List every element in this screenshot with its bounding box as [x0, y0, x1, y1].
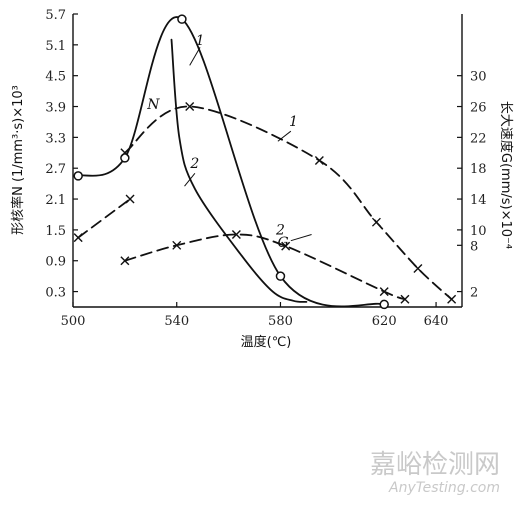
y-left-tick-label: 2.1 — [45, 193, 66, 208]
y-right-tick-label: 2 — [470, 286, 478, 301]
watermark-line2: AnyTesting.com — [388, 480, 500, 496]
series-2-point — [447, 294, 457, 304]
series-4-point — [281, 241, 291, 251]
y-right-tick-label: 30 — [470, 70, 487, 85]
y-right-tick-label: 22 — [470, 131, 487, 146]
curve-label: 1 — [196, 33, 205, 49]
y-left-tick-label: 4.5 — [45, 70, 66, 85]
markers — [73, 14, 457, 310]
series-0-point — [120, 153, 130, 163]
y-right-tick-label: 18 — [470, 162, 487, 177]
series-3-point — [125, 194, 135, 204]
series-4-point — [231, 230, 241, 240]
y-right-tick-label: 8 — [470, 239, 478, 254]
y-left-tick-label: 0.9 — [45, 255, 66, 270]
x-tick-label: 640 — [424, 314, 449, 329]
series-4-point — [120, 256, 130, 266]
y-left-tick-label: 5.7 — [45, 8, 66, 23]
x-tick-label: 580 — [268, 314, 293, 329]
y-right-tick-label: 14 — [470, 193, 487, 208]
x-tick-label: 540 — [164, 314, 189, 329]
series-0-point — [379, 299, 389, 310]
curve-label: 1 — [289, 114, 298, 130]
x-tick-label: 500 — [61, 314, 86, 329]
y-left-tick-label: 0.3 — [45, 286, 66, 301]
x-tick-label: 620 — [372, 314, 397, 329]
curve-label-leader — [277, 130, 292, 142]
series-3-line — [77, 198, 131, 239]
y-left-tick-label: 5.1 — [45, 39, 66, 54]
series-2-point — [314, 156, 324, 165]
curve-label: 2 — [275, 223, 285, 239]
series-0-point — [177, 14, 187, 24]
ticks — [72, 13, 462, 307]
series-0-point — [275, 271, 286, 281]
curve-label: G — [277, 235, 288, 251]
y-left-tick-label: 3.3 — [45, 131, 66, 146]
y-left-tick-label: 2.7 — [45, 162, 66, 177]
y-axis-title-right: 长大速度G(mm/s)×10⁻⁴ — [498, 101, 514, 249]
curve-label-leader — [290, 234, 312, 242]
series-1-line — [170, 38, 308, 303]
curve-label: 2 — [189, 156, 199, 172]
y-right-tick-label: 26 — [470, 101, 487, 116]
series-2-point — [185, 102, 195, 112]
tick-labels: 500 540 580 620 640 0.3 0.9 1.5 2.1 2.7 3.3 3.9 4.5 5… — [45, 8, 486, 329]
curve-label-leader — [189, 47, 201, 66]
y-left-tick-label: 1.5 — [45, 224, 66, 239]
curve-label-leader — [184, 173, 196, 187]
series-4-point — [400, 294, 410, 304]
y-left-tick-label: 3.9 — [45, 101, 66, 116]
series-2-point — [413, 263, 423, 273]
curves — [77, 16, 453, 308]
y-right-tick-label: 10 — [470, 224, 487, 239]
series-4-point — [172, 240, 182, 250]
series-2-point — [371, 217, 381, 227]
series-2-point — [120, 148, 130, 158]
series-2-line — [124, 105, 453, 301]
series-4-point — [379, 287, 389, 297]
y-axis-title-left: 形核率N (1/mm³·s)×10³ — [10, 85, 26, 235]
x-axis-title: 温度(℃) — [241, 334, 292, 350]
series-0-point — [73, 171, 83, 181]
series-3-point — [73, 233, 83, 243]
watermark: 嘉峪检测网 AnyTesting.com — [370, 450, 500, 496]
watermark-line1: 嘉峪检测网 — [370, 450, 500, 480]
axes — [72, 14, 463, 308]
curve-label: N — [146, 97, 160, 113]
